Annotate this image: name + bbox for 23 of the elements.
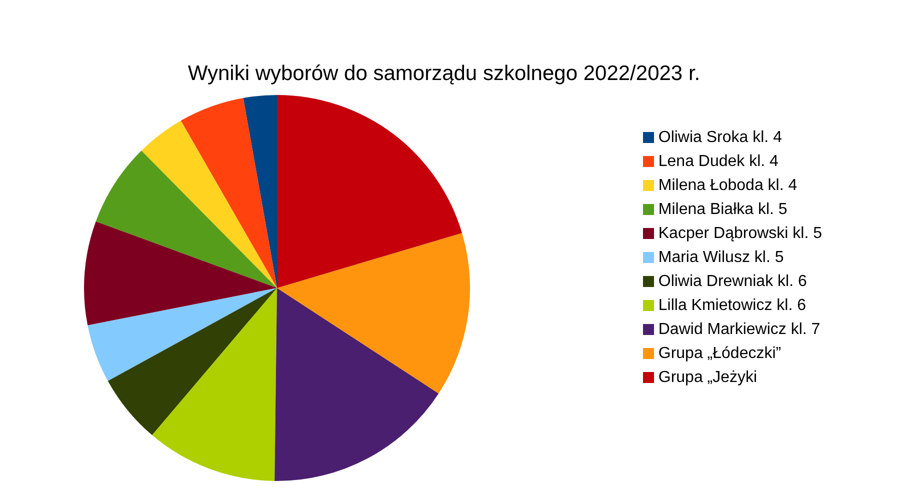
pie-slice	[141, 120, 277, 288]
legend-label: Lilla Kmietowicz kl. 6	[658, 297, 806, 314]
pie-slice	[180, 98, 277, 288]
chart-title: Wyniki wyborów do samorządu szkolnego 2022/2023 r.	[186, 62, 702, 86]
legend-label: Kacper Dąbrowski kl. 5	[658, 225, 822, 242]
legend-label: Milena Białka kl. 5	[658, 201, 788, 218]
pie-slice	[108, 288, 277, 436]
legend-label: Oliwia Drewniak kl. 6	[658, 273, 807, 290]
pie-slice	[84, 221, 277, 326]
pie-slice	[277, 95, 462, 288]
pie-slice	[96, 150, 277, 288]
legend-label: Maria Wilusz kl. 5	[658, 249, 784, 266]
legend-label: Oliwia Sroka kl. 4	[658, 129, 782, 146]
legend-label: Lena Dudek kl. 4	[658, 153, 778, 170]
pie-slice	[274, 288, 439, 481]
legend-label: Milena Łoboda kl. 4	[658, 177, 798, 194]
pie-slice	[277, 232, 470, 394]
pie-slice	[243, 95, 277, 288]
pie-slice	[88, 288, 277, 381]
pie-slice	[152, 288, 277, 481]
legend-label: Grupa „Łódeczki”	[658, 345, 782, 362]
legend-label: Grupa „Jeżyki	[658, 369, 758, 386]
legend-label: Dawid Markiewicz kl. 7	[658, 321, 820, 338]
